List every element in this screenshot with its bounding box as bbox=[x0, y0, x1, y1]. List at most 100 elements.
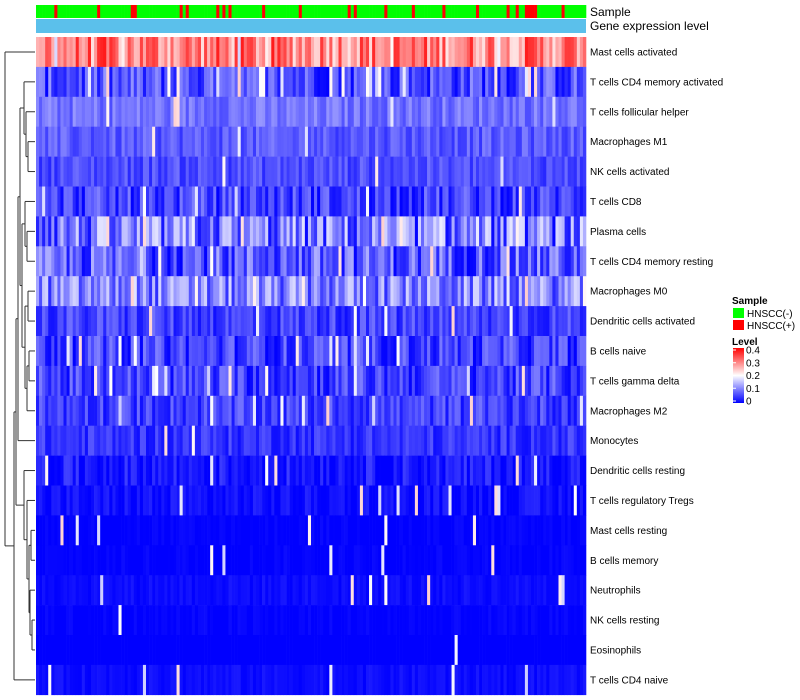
heatmap-cell bbox=[311, 246, 315, 277]
heatmap-cell bbox=[295, 395, 300, 426]
heatmap-cell bbox=[103, 395, 107, 426]
heatmap-cell bbox=[240, 395, 245, 426]
sample-cell bbox=[277, 5, 281, 18]
heatmap-cell bbox=[152, 664, 156, 696]
heatmap-cell bbox=[424, 425, 428, 456]
heatmap-cell bbox=[509, 395, 513, 426]
heatmap-cell bbox=[503, 276, 507, 307]
heatmap-cell bbox=[139, 126, 144, 157]
heatmap-cell bbox=[81, 66, 86, 98]
heatmap-cell bbox=[372, 575, 376, 606]
heatmap-cell bbox=[359, 156, 364, 187]
heatmap-cell bbox=[454, 336, 458, 367]
sample-cell bbox=[497, 5, 501, 18]
heatmap-cell bbox=[521, 216, 526, 247]
heatmap-cell bbox=[109, 365, 113, 397]
heatmap-cell bbox=[344, 635, 348, 666]
heatmap-cell bbox=[543, 485, 547, 516]
heatmap-cell bbox=[63, 336, 67, 367]
heatmap-cell bbox=[204, 395, 208, 426]
heatmap-cell bbox=[106, 66, 110, 98]
heatmap-cell bbox=[534, 246, 538, 277]
heatmap-cell bbox=[124, 635, 128, 666]
heatmap-cell bbox=[424, 635, 428, 666]
heatmap-cell bbox=[570, 306, 575, 337]
heatmap-cell bbox=[289, 156, 293, 187]
heatmap-cell bbox=[213, 336, 217, 367]
heatmap-cell bbox=[81, 365, 86, 397]
heatmap-cell bbox=[63, 515, 67, 546]
heatmap-cell bbox=[356, 605, 361, 636]
heatmap-cell bbox=[366, 395, 370, 426]
heatmap-cell bbox=[51, 306, 55, 337]
heatmap-cell bbox=[268, 455, 272, 486]
heatmap-cell bbox=[231, 276, 235, 307]
sample-cell bbox=[344, 5, 348, 18]
heatmap-cell bbox=[60, 246, 64, 277]
heatmap-cell bbox=[146, 365, 150, 397]
heatmap-cell bbox=[149, 336, 153, 367]
heatmap-cell bbox=[381, 66, 385, 98]
heatmap-cell bbox=[228, 425, 232, 456]
heatmap-cell bbox=[170, 635, 174, 666]
heatmap-cell bbox=[552, 664, 556, 696]
heatmap-cell bbox=[161, 306, 165, 337]
heatmap-cell bbox=[66, 635, 70, 666]
heatmap-cell bbox=[225, 455, 229, 486]
sample-cell bbox=[130, 5, 135, 18]
heatmap-cell bbox=[384, 545, 388, 576]
heatmap-cell bbox=[381, 515, 385, 546]
heatmap-cell bbox=[121, 246, 125, 277]
heatmap-cell bbox=[234, 336, 238, 367]
heatmap-cell bbox=[301, 664, 306, 696]
heatmap-cell bbox=[479, 156, 483, 187]
heatmap-cell bbox=[204, 216, 208, 247]
heatmap-cell bbox=[201, 485, 205, 516]
heatmap-cell bbox=[372, 306, 376, 337]
heatmap-cell bbox=[204, 605, 208, 636]
heatmap-cell bbox=[369, 365, 373, 397]
heatmap-cell bbox=[576, 605, 581, 636]
heatmap-cell bbox=[442, 365, 446, 397]
heatmap-cell bbox=[518, 664, 523, 696]
heatmap-cell bbox=[537, 126, 541, 157]
heatmap-cell bbox=[482, 126, 486, 157]
gene-expression-annotation-track bbox=[36, 19, 586, 33]
heatmap-cell bbox=[75, 216, 80, 247]
heatmap-cell bbox=[57, 186, 61, 217]
heatmap-cell bbox=[219, 37, 223, 68]
heatmap-cell bbox=[378, 365, 382, 397]
heatmap-cell bbox=[234, 216, 238, 247]
heatmap-cell bbox=[311, 156, 315, 187]
heatmap-cell bbox=[298, 126, 303, 157]
heatmap-cell bbox=[265, 545, 269, 576]
heatmap-cell bbox=[518, 156, 523, 187]
heatmap-cell bbox=[326, 395, 330, 426]
heatmap-cell bbox=[121, 306, 125, 337]
heatmap-cell bbox=[75, 246, 80, 277]
heatmap-cell bbox=[485, 96, 489, 127]
heatmap-cell bbox=[60, 664, 64, 696]
heatmap-cell bbox=[482, 575, 486, 606]
heatmap-cell bbox=[204, 635, 208, 666]
heatmap-cell bbox=[527, 575, 532, 606]
heatmap-cell bbox=[100, 455, 104, 486]
heatmap-cell bbox=[445, 186, 449, 217]
sample-cell bbox=[91, 5, 95, 18]
heatmap-cell bbox=[476, 664, 480, 696]
heatmap-cell bbox=[390, 575, 394, 606]
heatmap-cell bbox=[497, 126, 501, 157]
heatmap-cell bbox=[442, 156, 446, 187]
heatmap-cell bbox=[485, 664, 489, 696]
heatmap-cell bbox=[243, 635, 248, 666]
heatmap-cell bbox=[503, 515, 507, 546]
heatmap-cell bbox=[509, 66, 513, 98]
heatmap-cell bbox=[210, 664, 214, 696]
heatmap-cell bbox=[194, 365, 199, 397]
heatmap-cell bbox=[222, 306, 226, 337]
heatmap-cell bbox=[69, 664, 73, 696]
heatmap-cell bbox=[81, 276, 86, 307]
heatmap-cell bbox=[430, 575, 434, 606]
heatmap-cell bbox=[381, 605, 385, 636]
heatmap-cell bbox=[277, 635, 281, 666]
